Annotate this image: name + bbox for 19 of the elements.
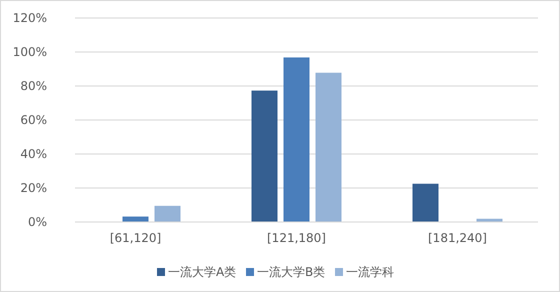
y-tick-label: 20% bbox=[20, 181, 47, 196]
y-tick-label: 120% bbox=[12, 11, 47, 26]
bar bbox=[252, 90, 278, 222]
bar bbox=[412, 184, 438, 222]
x-tick-label: [61,120] bbox=[110, 231, 162, 245]
bar bbox=[154, 206, 180, 222]
bar bbox=[284, 57, 310, 222]
legend-label: 一流学科 bbox=[346, 265, 394, 280]
x-tick-label: [121,180] bbox=[267, 231, 326, 245]
x-tick-label: [181,240] bbox=[428, 231, 487, 245]
legend-label: 一流大学A类 bbox=[168, 265, 236, 280]
y-tick-label: 40% bbox=[20, 147, 47, 162]
bar bbox=[122, 216, 148, 222]
y-tick-label: 100% bbox=[12, 45, 47, 60]
y-tick-label: 60% bbox=[20, 113, 47, 128]
bar bbox=[316, 72, 342, 222]
y-tick-label: 0% bbox=[28, 215, 47, 230]
legend-label: 一流大学B类 bbox=[257, 265, 326, 280]
y-tick-label: 80% bbox=[20, 79, 47, 94]
